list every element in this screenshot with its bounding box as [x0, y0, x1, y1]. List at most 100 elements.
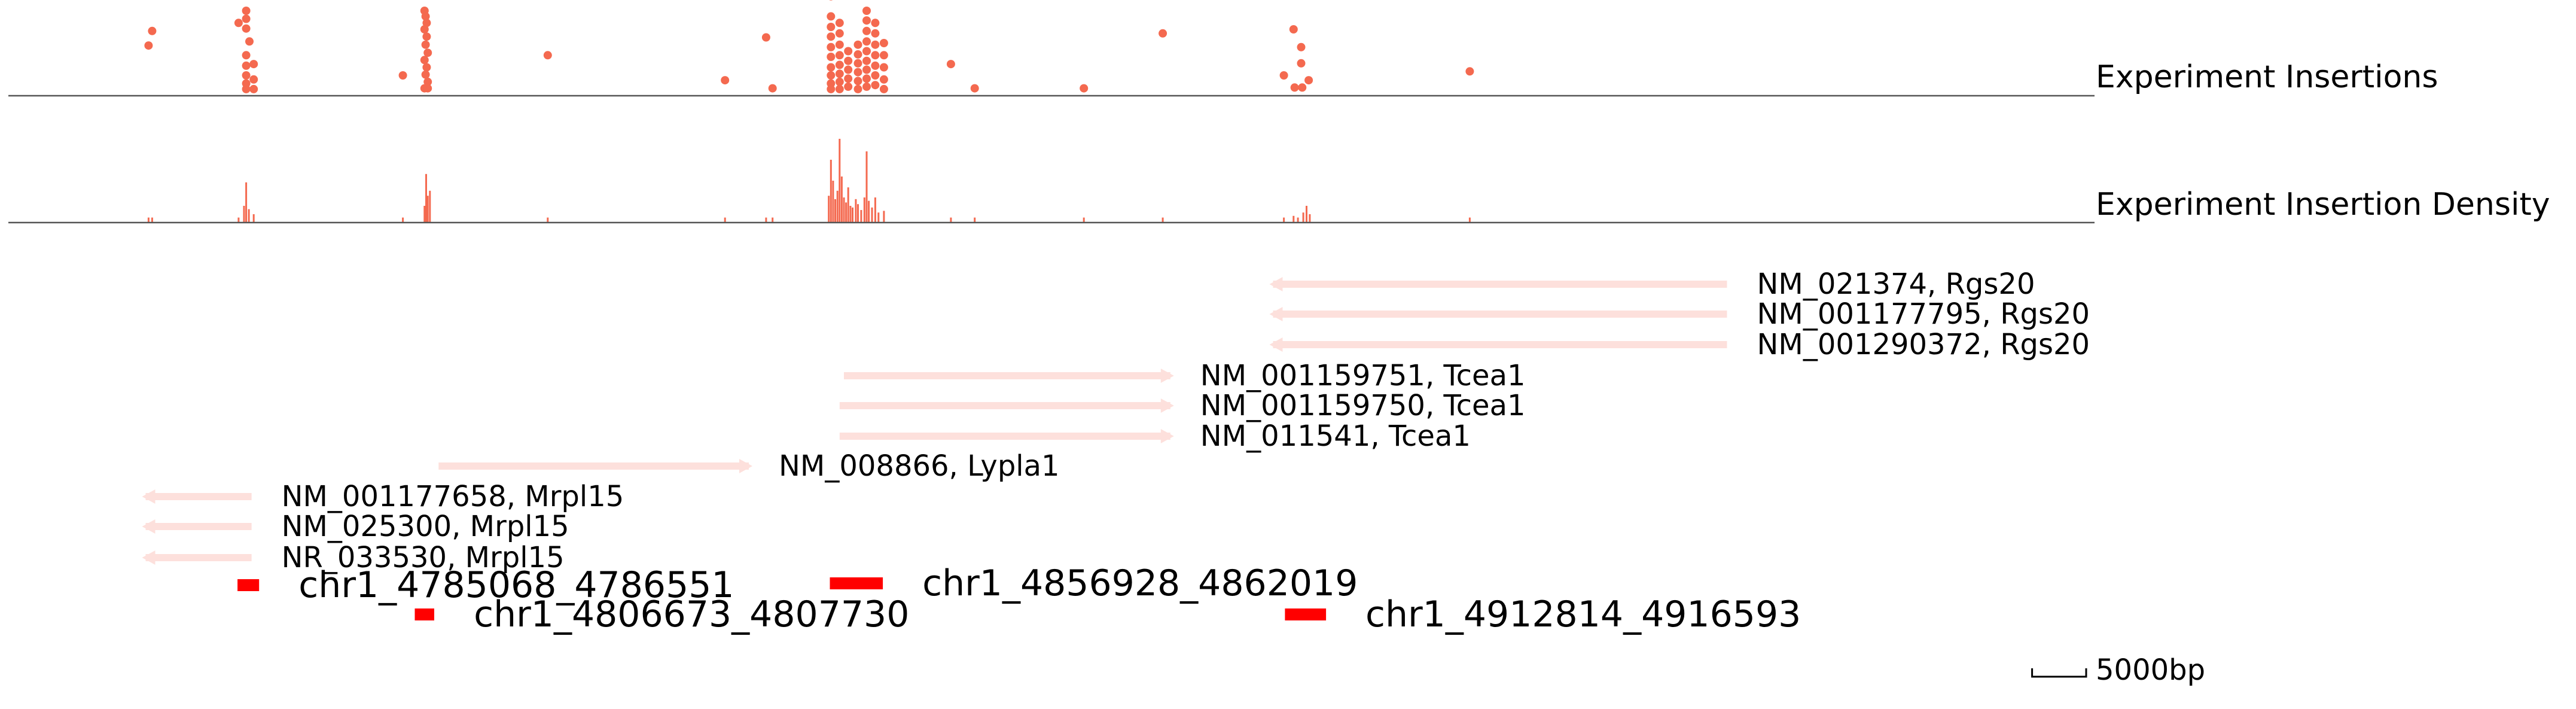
- density-bar: [877, 212, 880, 223]
- insertion-point: [827, 12, 836, 21]
- density-bar: [852, 207, 853, 223]
- gene-model: NM_025300, Mrpl15: [142, 510, 569, 543]
- peak-region: chr1_4806673_4807730: [414, 594, 909, 635]
- strand-arrow: [1269, 307, 1283, 321]
- insertion-point: [844, 56, 853, 65]
- peak-region: chr1_4912814_4916593: [1285, 594, 1801, 635]
- density-bar: [1292, 215, 1295, 223]
- insertion-point: [423, 77, 432, 86]
- strand-arrow: [142, 550, 156, 565]
- insertion-point: [422, 19, 431, 28]
- peak-bar: [830, 577, 883, 589]
- peak-label: chr1_4912814_4916593: [1365, 594, 1801, 635]
- strand-arrow: [142, 489, 156, 504]
- density-bar: [252, 214, 255, 223]
- insertion-point: [871, 40, 880, 49]
- insertion-point: [879, 75, 888, 84]
- insertion-point: [879, 63, 888, 72]
- insertion-point: [853, 40, 862, 49]
- density-bar: [724, 217, 726, 223]
- insertion-point: [871, 19, 880, 28]
- density-bar: [245, 182, 248, 223]
- insertion-point: [249, 75, 258, 84]
- strand-arrow: [1269, 277, 1283, 291]
- density-bar: [874, 197, 876, 223]
- density-bar: [1302, 212, 1304, 223]
- insertion-point: [827, 71, 836, 80]
- gene-model: NM_001290372, Rgs20: [1269, 328, 2090, 361]
- insertion-point: [148, 26, 157, 35]
- insertion-point: [862, 74, 871, 83]
- density-bar: [871, 207, 873, 223]
- insertion-point: [421, 40, 430, 49]
- insertion-point: [827, 63, 836, 72]
- insertion-point: [946, 60, 955, 69]
- density-bar: [868, 200, 870, 223]
- density-bar: [765, 217, 767, 223]
- density-bar: [860, 210, 862, 223]
- insertion-point: [249, 60, 258, 69]
- density-track: [147, 139, 1471, 223]
- peak-label: chr1_4806673_4807730: [474, 594, 909, 635]
- insertion-point: [862, 16, 871, 25]
- insertion-point: [871, 81, 880, 90]
- insertion-point: [1297, 42, 1306, 51]
- insertion-point: [879, 39, 888, 47]
- insertion-point: [249, 84, 258, 93]
- peak-label: chr1_4856928_4862019: [922, 562, 1358, 604]
- insertion-point: [1289, 25, 1298, 34]
- insertion-point: [827, 53, 836, 61]
- peak-bar: [414, 608, 434, 620]
- peak-region: chr1_4856928_4862019: [830, 562, 1358, 604]
- strand-arrow: [142, 519, 156, 534]
- insertion-point: [242, 7, 251, 15]
- insertion-point: [144, 41, 153, 50]
- insertion-point: [835, 60, 844, 69]
- density-bar: [547, 217, 549, 223]
- gene-label: NM_001290372, Rgs20: [1757, 328, 2090, 361]
- insertion-point: [862, 56, 871, 65]
- density-bar: [834, 199, 836, 223]
- insertion-point: [245, 37, 254, 46]
- gene-label: NM_001159751, Tcea1: [1200, 359, 1526, 392]
- insertion-point: [1298, 83, 1307, 92]
- density-bar: [1297, 217, 1299, 223]
- density-bar: [147, 217, 150, 223]
- insertion-point: [970, 84, 979, 93]
- insertion-point: [1304, 76, 1313, 85]
- insertion-point: [422, 63, 431, 72]
- peak-label: chr1_4785068_4786551: [298, 564, 734, 606]
- insertion-point: [853, 50, 862, 59]
- strand-arrow: [1269, 337, 1283, 352]
- density-bar: [1309, 214, 1311, 223]
- insertion-point: [242, 24, 251, 33]
- insertion-point: [844, 82, 853, 91]
- gene-model: NM_001159751, Tcea1: [844, 359, 1526, 392]
- insertion-point: [420, 25, 429, 34]
- gene-label: NM_025300, Mrpl15: [282, 510, 569, 543]
- insertion-point: [879, 51, 888, 60]
- density-bar: [248, 209, 250, 223]
- insertion-point: [398, 71, 407, 80]
- insertion-point: [543, 51, 552, 60]
- insertion-point: [1297, 59, 1306, 68]
- insertion-point: [242, 84, 251, 93]
- gene-label: NM_001177795, Rgs20: [1757, 297, 2090, 331]
- insertion-point: [853, 77, 862, 86]
- gene-label: NM_001177658, Mrpl15: [282, 480, 624, 513]
- strand-arrow: [1160, 398, 1174, 413]
- scale-bar-line: [2031, 668, 2087, 678]
- peak-bar: [1285, 608, 1327, 620]
- insertion-point: [420, 56, 429, 65]
- insertion-point: [1465, 67, 1474, 76]
- insertion-point: [1080, 84, 1089, 93]
- gene-label: NM_011541, Tcea1: [1200, 419, 1471, 453]
- density-track-label: Experiment Insertion Density: [2096, 187, 2550, 223]
- gene-model: NM_021374, Rgs20: [1269, 267, 2035, 301]
- strand-arrow: [1160, 429, 1174, 443]
- insertion-point: [844, 65, 853, 74]
- insertion-point: [844, 74, 853, 83]
- insertion-point: [242, 61, 251, 70]
- density-bar: [426, 196, 429, 223]
